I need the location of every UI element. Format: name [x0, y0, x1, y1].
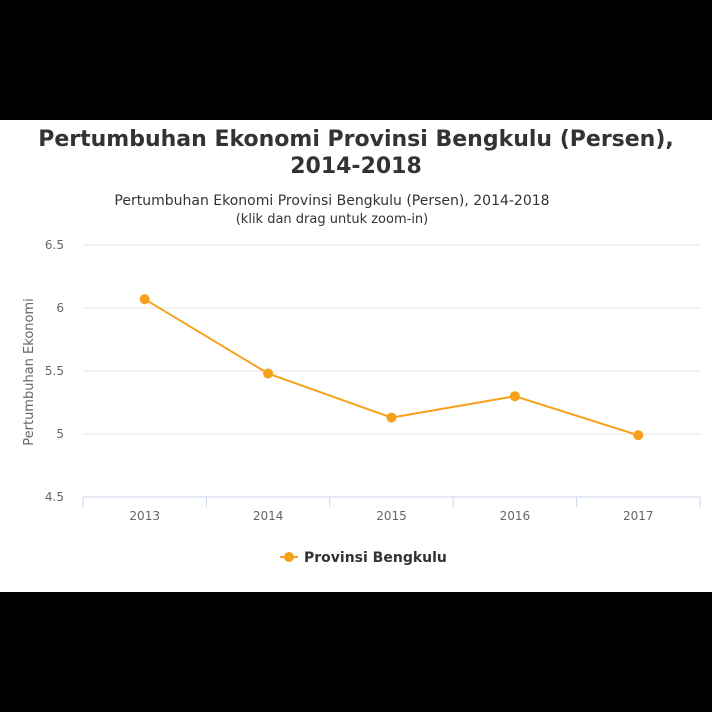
legend-label[interactable]: Provinsi Bengkulu — [304, 550, 447, 566]
page-title: Pertumbuhan Ekonomi Provinsi Bengkulu (P… — [38, 127, 674, 179]
chart-subtitle: (klik dan drag untuk zoom-in) — [236, 212, 429, 227]
legend-marker — [284, 552, 294, 562]
line-chart[interactable]: Pertumbuhan Ekonomi Provinsi Bengkulu (P… — [0, 120, 712, 592]
y-axis-ticks: 4.5 5 5.5 6 6.5 — [45, 238, 64, 504]
x-tick-label: 2014 — [253, 509, 284, 523]
data-point[interactable] — [139, 294, 150, 305]
chart-title: Pertumbuhan Ekonomi Provinsi Bengkulu (P… — [114, 193, 549, 209]
chart-panel: Pertumbuhan Ekonomi Provinsi Bengkulu (P… — [0, 120, 712, 592]
legend[interactable]: Provinsi Bengkulu — [280, 550, 447, 566]
y-tick-label: 4.5 — [45, 490, 64, 504]
data-point[interactable] — [386, 412, 397, 423]
data-point[interactable] — [509, 391, 520, 402]
gridlines — [83, 244, 700, 498]
series-provinsi-bengkulu[interactable] — [139, 294, 644, 441]
y-tick-label: 6.5 — [45, 238, 64, 252]
x-tick-label: 2015 — [376, 509, 407, 523]
y-tick-label: 5.5 — [45, 364, 64, 378]
x-tick-label: 2013 — [129, 509, 160, 523]
x-tick-label: 2017 — [623, 509, 654, 523]
y-tick-label: 6 — [56, 301, 64, 315]
x-tick-label: 2016 — [500, 509, 531, 523]
y-axis-label: Pertumbuhan Ekonomi — [22, 298, 37, 446]
data-point[interactable] — [263, 368, 274, 379]
y-tick-label: 5 — [56, 427, 64, 441]
data-point[interactable] — [633, 430, 644, 441]
x-axis: 2013 2014 2015 2016 2017 — [82, 496, 701, 523]
